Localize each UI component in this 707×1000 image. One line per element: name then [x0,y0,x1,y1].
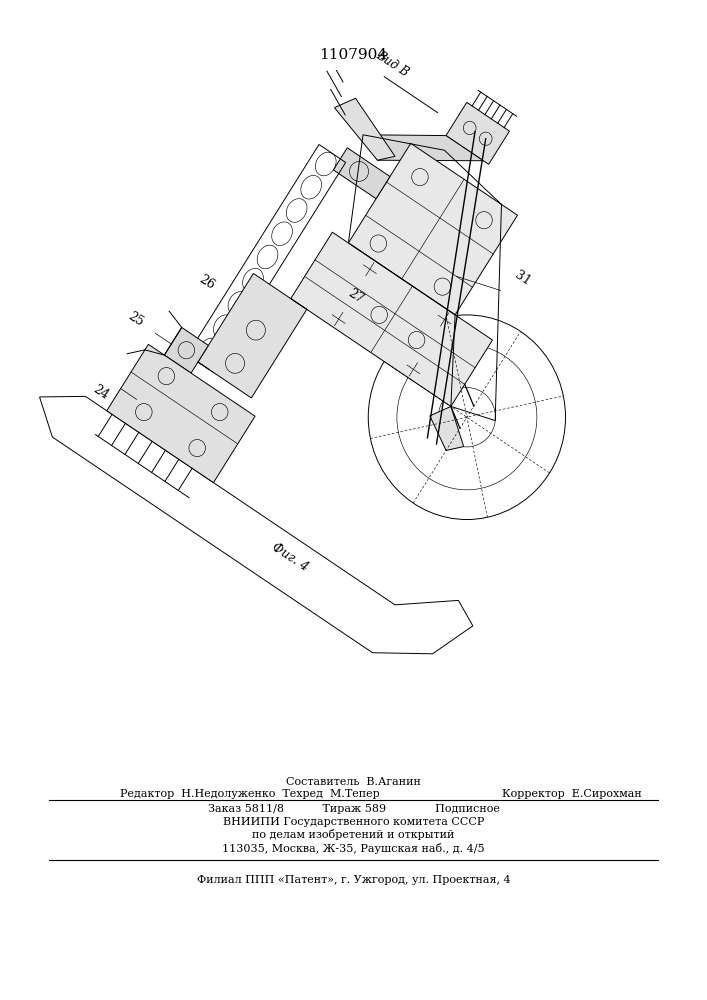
Polygon shape [334,98,395,160]
Text: 26: 26 [197,272,217,292]
Polygon shape [446,102,510,164]
Text: Фиг. 4: Фиг. 4 [270,541,311,574]
Text: ВНИИПИ Государственного комитета СССР: ВНИИПИ Государственного комитета СССР [223,817,484,827]
Text: Филиал ППП «Патент», г. Ужгород, ул. Проектная, 4: Филиал ППП «Патент», г. Ужгород, ул. Про… [197,875,510,885]
Polygon shape [291,232,493,406]
Polygon shape [334,148,390,199]
Text: Редактор  Н.Недолуженко  Техред  М.Тепер: Редактор Н.Недолуженко Техред М.Тепер [120,789,380,799]
Text: Составитель  В.Аганин: Составитель В.Аганин [286,777,421,787]
Text: 27: 27 [346,286,366,306]
Text: Заказ 5811/8           Тираж 589              Подписное: Заказ 5811/8 Тираж 589 Подписное [208,804,499,814]
Text: 1107904: 1107904 [320,48,387,62]
Text: 24: 24 [90,383,111,402]
Polygon shape [198,273,307,398]
Text: 25: 25 [126,310,146,329]
Text: 31: 31 [513,269,533,288]
Text: Вид В: Вид В [373,48,411,79]
Polygon shape [349,143,518,315]
Polygon shape [164,327,209,373]
Polygon shape [363,135,484,161]
Text: Корректор  Е.Сирохман: Корректор Е.Сирохман [502,789,642,799]
Text: по делам изобретений и открытий: по делам изобретений и открытий [252,830,455,840]
Polygon shape [430,406,464,450]
Text: 113035, Москва, Ж-35, Раушская наб., д. 4/5: 113035, Москва, Ж-35, Раушская наб., д. … [222,842,485,854]
Polygon shape [107,344,255,483]
